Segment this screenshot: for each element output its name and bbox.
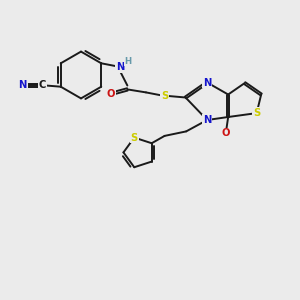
Text: N: N [203,115,212,125]
Text: S: S [130,133,138,142]
Text: C: C [38,80,46,90]
Text: O: O [106,89,115,99]
Text: N: N [203,77,212,88]
Text: S: S [253,108,260,118]
Text: N: N [116,62,124,72]
Text: H: H [124,57,131,66]
Text: O: O [221,128,230,139]
Text: S: S [161,91,168,101]
Text: N: N [18,80,27,90]
